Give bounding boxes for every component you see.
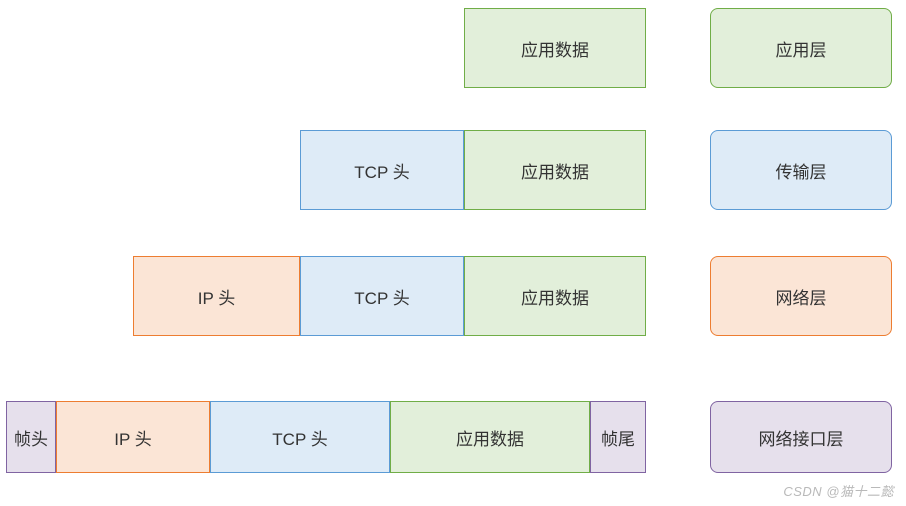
packet-segment: 帧尾	[590, 401, 646, 473]
packet-segment: 应用数据	[464, 256, 646, 336]
packet-segment: 应用数据	[464, 130, 646, 210]
packet-segment: TCP 头	[210, 401, 390, 473]
packet-segment: 应用数据	[390, 401, 590, 473]
layer-label-box: 网络接口层	[710, 401, 892, 473]
watermark-text: CSDN @猫十二懿	[783, 481, 894, 500]
layer-label-box: 应用层	[710, 8, 892, 88]
packet-segment: IP 头	[133, 256, 300, 336]
packet-segment: 帧头	[6, 401, 56, 473]
layer-label-box: 网络层	[710, 256, 892, 336]
packet-segment: IP 头	[56, 401, 210, 473]
packet-segment: TCP 头	[300, 256, 464, 336]
packet-row: 帧头IP 头TCP 头应用数据帧尾	[6, 401, 646, 473]
packet-segment: TCP 头	[300, 130, 464, 210]
packet-segment: 应用数据	[464, 8, 646, 88]
packet-row: 应用数据	[464, 8, 646, 88]
layer-label-box: 传输层	[710, 130, 892, 210]
packet-row: IP 头TCP 头应用数据	[133, 256, 646, 336]
packet-row: TCP 头应用数据	[300, 130, 646, 210]
